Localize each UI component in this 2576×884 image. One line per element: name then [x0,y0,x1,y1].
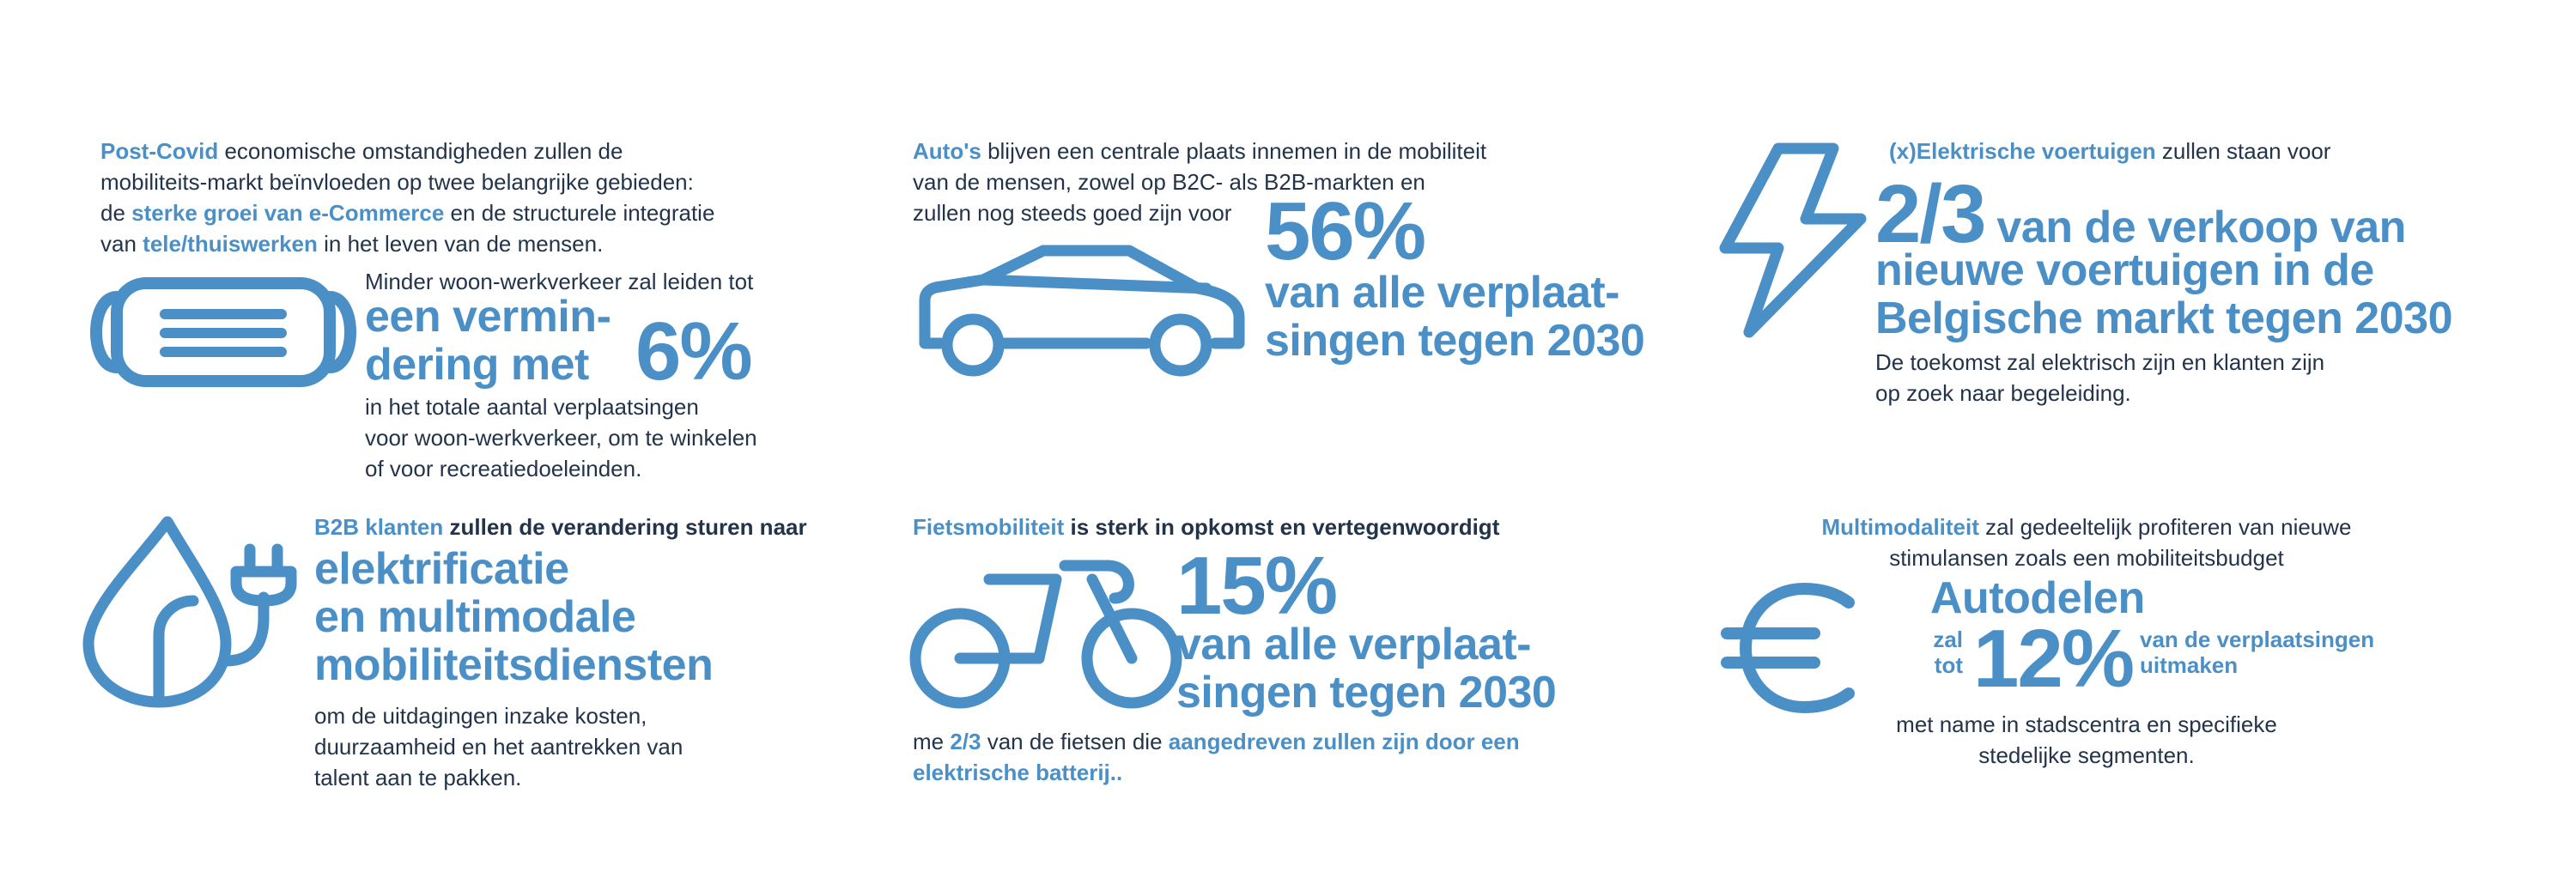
panel5-big-line1: van alle verplaat- [1176,620,1532,669]
panel4-intro-highlight: B2B klanten [314,514,444,540]
panel5-intro-highlight: Fietsmobiliteit [913,514,1065,540]
panel4-detail-line2: duurzaamheid en het aantrekken van [314,734,683,760]
panel3-intro-highlight: (x)Elektrische voertuigen [1889,138,2156,164]
panel1-highlight-telework: tele/thuiswerken [143,231,318,257]
panel6-intro-highlight: Multimodaliteit [1821,514,1979,540]
panel4-detail-line3: talent aan te pakken. [314,765,522,790]
panel3-detail-line2: op zoek naar begeleiding. [1875,380,2131,406]
panel1-percent: 6% [635,306,753,397]
panel1-detail-line2: voor woon-werkverkeer, om te winkelen [365,425,757,451]
panel3-headline: 2/3 van de verkoop van [1875,173,2406,256]
panel5-big-line2: singen tegen 2030 [1176,668,1557,717]
panel6-detail-line2: stedelijke segmenten. [1978,742,2195,768]
panel6-intro: Multimodaliteit zal gedeeltelijk profite… [1743,512,2430,573]
panel1-intro-highlight: Post-Covid [100,138,219,164]
bicycle-icon [909,560,1182,709]
panel5-detail-pre: me [913,729,951,754]
panel2-percent: 56% [1265,185,1426,277]
panel4-big-line3: mobiliteitsdiensten [314,640,714,690]
panel2-big-line1: van alle verplaat- [1265,268,1620,318]
panel4-intro-text: zullen de verandering sturen naar [443,514,807,540]
panel6-percent: 12% [1973,613,2135,705]
panel1-intro-line2: mobiliteits-markt beïnvloeden op twee be… [100,169,694,195]
panel3-fraction: 2/3 [1875,168,1986,260]
panel1-highlight-ecommerce: sterke groei van e-Commerce [131,200,445,226]
panel1-detail: in het totale aantal verplaatsingen voor… [365,391,846,484]
panel6-intro-text: zal gedeeltelijk profiteren van nieuwe [1978,514,2352,540]
panel2-intro-line3: zullen nog steeds goed zijn voor [913,200,1232,226]
panel5-intro: Fietsmobiliteit is sterk in opkomst en v… [913,512,1499,542]
panel3-big-line1: van de verkoop van [1984,203,2406,252]
panel3-detail: De toekomst zal elektrisch zijn en klant… [1875,347,2324,409]
panel4-big-line1: elektrificatie [314,544,569,594]
panel6-small-left2: tot [1934,652,1963,678]
panel6-detail-line1: met name in stadscentra en specifieke [1896,711,2277,737]
panel2-intro: Auto's blijven een centrale plaats innem… [913,136,1686,228]
car-icon [919,245,1245,377]
panel1-big-line1: een vermin- [365,292,611,342]
panel1-intro: Post-Covid economische omstandigheden zu… [100,136,873,259]
lightning-bolt-icon [1719,142,1867,338]
panel1-intro-line3-post: en de structurele integratie [444,200,715,226]
panel5-intro-text: is sterk in opkomst en vertegenwoordigt [1064,514,1500,540]
panel3-intro-text: zullen staan voor [2155,138,2331,164]
panel6-detail: met name in stadscentra en specifieke st… [1743,709,2430,771]
panel4-detail-line1: om de uitdagingen inzake kosten, [314,703,647,729]
panel4-big-line2: en multimodale [314,592,636,642]
panel6-small-right2: uitmaken [2140,652,2239,678]
panel5-detail-highlight2: elektrische batterij.. [913,760,1123,785]
panel2-intro-highlight: Auto's [913,138,981,164]
panel3-big-line2: nieuwe voertuigen in de [1875,245,2374,295]
eco-plug-icon [82,516,297,708]
panel6-small-right: van de verplaatsingen uitmaken [2140,627,2374,678]
panel5-detail-fraction: 2/3 [950,729,981,754]
panel1-detail-line3: of voor recreatiedoeleinden. [365,456,642,481]
panel5-detail: me 2/3 van de fietsen die aangedreven zu… [913,726,1520,788]
panel3-big-line3: Belgische markt tegen 2030 [1875,294,2453,343]
panel5-percent: 15% [1176,540,1338,632]
panel3-intro: (x)Elektrische voertuigen zullen staan v… [1889,136,2330,167]
panel4-detail: om de uitdagingen inzake kosten, duurzaa… [314,700,683,793]
panel6-intro-line2: stimulansen zoals een mobiliteitsbudget [1889,545,2284,571]
panel2-intro-line2: van de mensen, zowel op B2C- als B2B-mar… [913,169,1425,195]
panel6-small-right1: van de verplaatsingen [2140,627,2375,652]
panel6-big: Autodelen [1930,573,2145,623]
panel5-detail-highlight1: aangedreven zullen zijn door een [1168,729,1520,754]
panel1-lead: Minder woon-werkverkeer zal leiden tot [365,269,754,294]
panel1-big-line2: dering met [365,340,589,390]
panel2-big-line2: singen tegen 2030 [1265,316,1645,366]
face-mask-icon [90,277,356,387]
panel1-intro-line4-post: in het leven van de mensen. [317,231,604,257]
panel6-small-left: zal tot [1920,627,1963,678]
panel3-detail-line1: De toekomst zal elektrisch zijn en klant… [1875,349,2325,375]
panel1-intro-line3-pre: de [100,200,132,226]
panel4-intro: B2B klanten zullen de verandering sturen… [314,512,807,542]
euro-icon [1721,583,1855,713]
panel1-detail-line1: in het totale aantal verplaatsingen [365,394,699,420]
panel6-small-left1: zal [1933,627,1963,652]
panel2-intro-text: blijven een centrale plaats innemen in d… [981,138,1487,164]
panel5-detail-mid: van de fietsen die [981,729,1169,754]
panel1-intro-line4-pre: van [100,231,143,257]
panel1-intro-text: economische omstandigheden zullen de [218,138,623,164]
